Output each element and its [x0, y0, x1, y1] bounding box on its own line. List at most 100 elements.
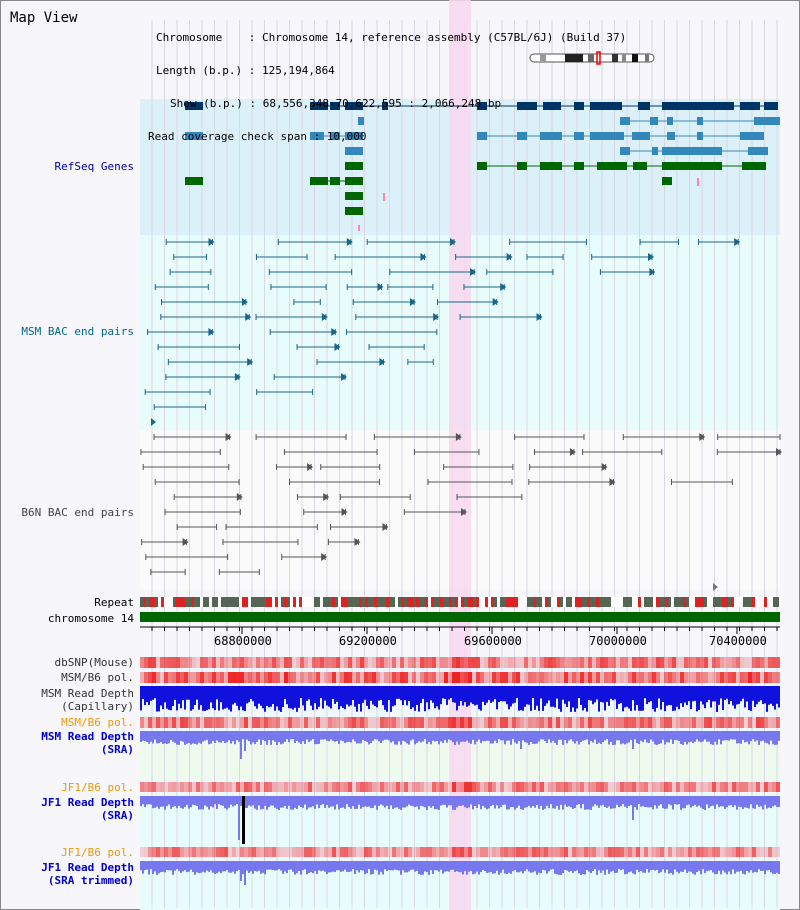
depth-bar-sra — [372, 796, 374, 808]
repeat-mark — [572, 597, 575, 607]
depth-bar-sra — [646, 796, 648, 808]
depth-bar-sra — [294, 731, 296, 744]
depth-bar-capillary — [466, 686, 468, 707]
depth-bar-sra — [146, 731, 148, 743]
track-label-jf1-depth-trimmed[interactable]: JF1 Read Depth — [41, 861, 134, 874]
heat-bin — [248, 847, 252, 857]
depth-bar-capillary — [594, 686, 596, 703]
repeat-mark — [698, 597, 701, 607]
depth-bar-capillary — [162, 686, 164, 710]
track-label-jf1-b6-pol-2[interactable]: JF1/B6 pol. — [61, 846, 134, 859]
depth-bar-capillary — [420, 686, 422, 703]
track-label-msm-b6-pol-2[interactable]: MSM/B6 pol. — [61, 716, 134, 729]
repeat-mark — [581, 597, 584, 607]
heat-bin — [256, 717, 260, 728]
depth-bar-sra — [660, 796, 662, 805]
depth-bar-sra — [410, 861, 412, 870]
depth-bar-sra — [164, 796, 166, 810]
depth-bar-sra — [258, 861, 260, 871]
track-label-msm-depth-sra[interactable]: MSM Read Depth — [41, 730, 134, 743]
track-label-repeat[interactable]: Repeat — [94, 596, 134, 609]
heat-bin — [416, 672, 420, 683]
depth-bar-sra — [710, 731, 712, 745]
heat-bin — [656, 782, 660, 792]
depth-bar-sra — [356, 796, 358, 809]
depth-bar-sra — [388, 731, 390, 741]
heat-bin — [388, 717, 392, 728]
depth-bar-capillary — [406, 686, 408, 706]
heat-bin — [368, 782, 372, 792]
depth-bar-sra — [590, 861, 592, 874]
depth-bar-sra — [734, 861, 736, 874]
heat-bin — [736, 717, 740, 728]
track-label-jf1-depth-trimmed-sub: (SRA trimmed) — [47, 874, 134, 887]
heat-bin — [652, 717, 656, 728]
track-label-dbsnp[interactable]: dbSNP(Mouse) — [54, 656, 134, 669]
depth-bar-sra — [644, 731, 646, 740]
depth-bar-sra — [384, 796, 386, 808]
depth-bar-sra — [746, 796, 748, 808]
repeat-mark — [359, 597, 362, 607]
depth-bar-sra — [760, 731, 762, 742]
depth-bar-sra — [236, 731, 238, 741]
depth-bar-sra — [702, 731, 704, 742]
depth-bar-sra — [574, 861, 576, 872]
heat-bin — [656, 717, 660, 728]
depth-bar-sra — [210, 861, 212, 871]
repeat-mark — [602, 597, 605, 607]
depth-bar-sra — [282, 731, 284, 744]
depth-bar-sra — [678, 861, 680, 874]
depth-bar-sra — [202, 731, 204, 742]
track-label-msm-b6-pol-1[interactable]: MSM/B6 pol. — [61, 671, 134, 684]
heat-bin — [664, 847, 668, 857]
depth-bar-sra — [376, 796, 378, 810]
heat-bin — [292, 657, 296, 668]
heat-bin — [488, 782, 492, 792]
depth-bar-sra — [182, 861, 184, 872]
heat-bin — [564, 847, 568, 857]
bac-end-arrow — [382, 523, 389, 531]
depth-bar-capillary — [152, 686, 154, 700]
depth-bar-capillary — [250, 686, 252, 700]
heat-bin — [232, 717, 236, 728]
repeat-mark — [344, 597, 347, 607]
track-label-msm-depth-capillary[interactable]: MSM Read Depth — [41, 687, 134, 700]
track-label-refseq-genes[interactable]: RefSeq Genes — [54, 160, 134, 173]
depth-bar-sra — [722, 796, 724, 807]
depth-bar-capillary — [700, 686, 702, 702]
depth-bar-sra — [562, 731, 564, 745]
depth-bar-sra — [640, 731, 642, 741]
heat-bin — [352, 672, 356, 683]
ideogram-band — [612, 54, 618, 62]
depth-bar-sra — [266, 796, 268, 810]
depth-bar-sra — [736, 796, 738, 810]
track-label-chromosome[interactable]: chromosome 14 — [47, 612, 134, 625]
heat-bin — [164, 657, 168, 668]
depth-bar-sra — [608, 731, 610, 745]
depth-bar-capillary — [202, 686, 204, 711]
track-label-b6n-bac[interactable]: B6N BAC end pairs — [21, 506, 134, 519]
heat-bin — [724, 717, 728, 728]
heat-bin — [332, 717, 336, 728]
heat-bin — [208, 717, 212, 728]
depth-bar-sra — [330, 796, 332, 807]
heat-bin — [344, 657, 348, 668]
depth-bar-sra — [526, 796, 528, 808]
depth-bar-sra — [542, 861, 544, 870]
depth-bar-sra — [404, 861, 406, 873]
depth-bar-sra — [306, 861, 308, 875]
repeat-mark — [320, 597, 323, 607]
depth-bar-sra — [664, 861, 666, 873]
heat-bin — [256, 657, 260, 668]
heat-bin — [636, 672, 640, 683]
heat-bin — [668, 657, 672, 668]
track-label-msm-bac[interactable]: MSM BAC end pairs — [21, 325, 134, 338]
track-label-jf1-b6-pol-1[interactable]: JF1/B6 pol. — [61, 781, 134, 794]
heat-bin — [588, 847, 592, 857]
heat-bin — [420, 657, 424, 668]
depth-bar-capillary — [158, 686, 160, 712]
heat-bin — [392, 657, 396, 668]
heat-bin — [456, 782, 460, 792]
track-label-jf1-depth-sra[interactable]: JF1 Read Depth — [41, 796, 134, 809]
